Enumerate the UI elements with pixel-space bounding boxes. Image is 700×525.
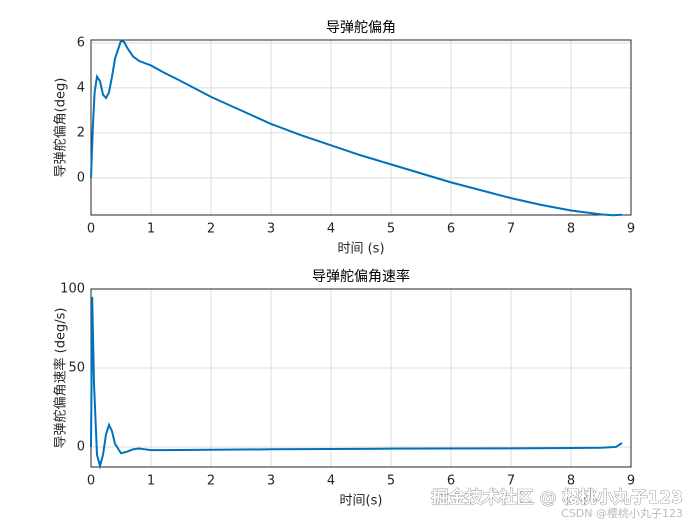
x-tick-label: 4 [327, 222, 335, 237]
x-tick-label: 3 [267, 474, 275, 489]
watermark-sub: CSDN @樱桃小丸子123 [561, 506, 683, 520]
y-tick-label: 4 [77, 80, 85, 95]
chart-title: 导弹舵偏角 [326, 20, 396, 36]
x-tick-label: 6 [447, 222, 455, 237]
x-tick-label: 2 [207, 474, 215, 489]
x-tick-label: 3 [267, 222, 275, 237]
x-tick-label: 2 [207, 222, 215, 237]
x-tick-label: 9 [627, 474, 635, 489]
x-tick-label: 0 [87, 222, 95, 237]
x-tick-label: 0 [87, 474, 95, 489]
x-tick-label: 7 [507, 474, 515, 489]
x-tick-label: 1 [147, 222, 155, 237]
chart-title: 导弹舵偏角速率 [312, 268, 410, 285]
y-tick-label: 0 [77, 439, 85, 454]
x-tick-label: 5 [387, 222, 395, 237]
x-tick-label: 5 [387, 474, 395, 489]
x-tick-label: 6 [447, 474, 455, 489]
data-line [90, 296, 623, 470]
axes-frame [90, 39, 632, 216]
x-tick-label: 8 [567, 474, 575, 489]
y-tick-label: 0 [77, 170, 85, 185]
x-axis-label: 时间 (s) [337, 242, 384, 257]
plot-area [90, 288, 632, 468]
plot-area [90, 39, 632, 216]
x-tick-label: 7 [507, 222, 515, 237]
y-axis-label: 导弹舵偏角(deg) [54, 78, 69, 178]
x-tick-label: 9 [627, 222, 635, 237]
data-line [90, 39, 623, 217]
y-tick-label: 2 [77, 125, 85, 140]
y-tick-label: 100 [60, 282, 85, 297]
x-axis-label: 时间(s) [340, 494, 383, 509]
x-tick-label: 1 [147, 474, 155, 489]
y-tick-label: 6 [77, 35, 85, 50]
x-tick-label: 8 [567, 222, 575, 237]
x-tick-label: 4 [327, 474, 335, 489]
y-tick-label: 50 [68, 360, 85, 375]
watermark: 掘金技术社区 @ 樱桃小丸子123 [432, 487, 683, 508]
y-axis-label: 导弹舵偏角速率 (deg/s) [53, 308, 69, 449]
